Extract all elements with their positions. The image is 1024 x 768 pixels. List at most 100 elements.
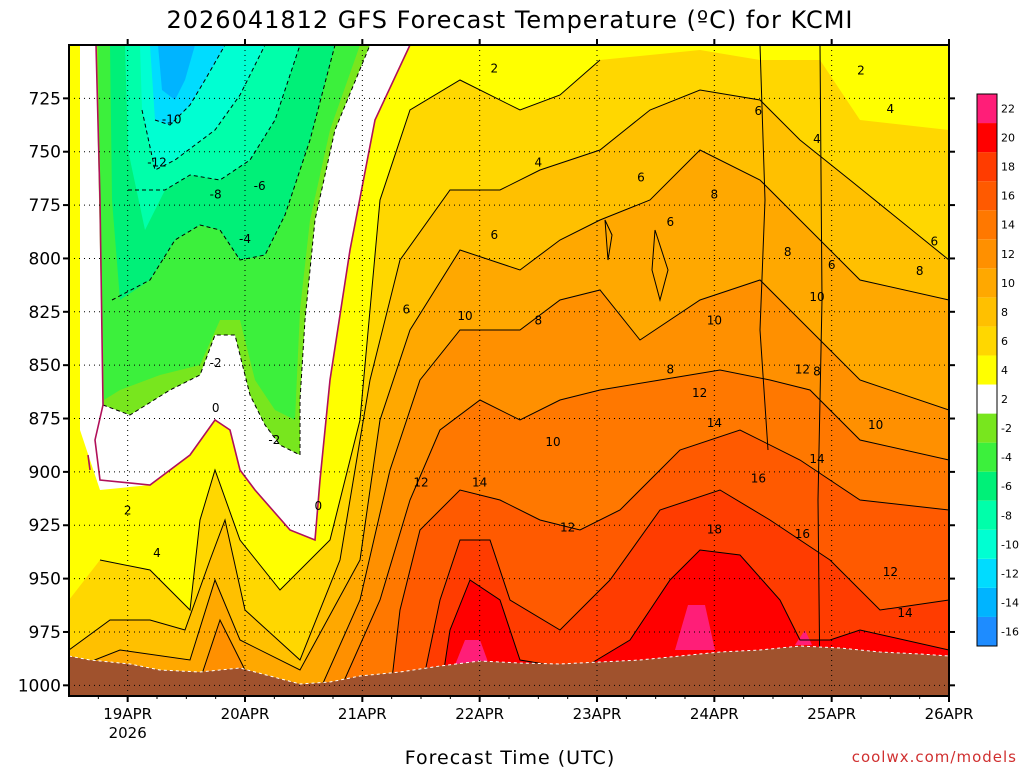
contour-label: 14 (809, 452, 824, 466)
contour-label: -4 (239, 232, 251, 246)
contour-label: 2 (491, 61, 499, 75)
contour-label: 12 (883, 565, 898, 579)
x-tick-label: 20APR (221, 705, 270, 723)
x-axis-label: Forecast Time (UTC) (405, 747, 615, 768)
colorbar-swatch (977, 413, 997, 443)
contour-label: 0 (212, 401, 220, 415)
contour-line (94, 45, 411, 542)
colorbar-swatch (977, 384, 997, 414)
contour-line (389, 429, 949, 696)
contour-label: 2 (857, 64, 865, 78)
colorbar-label: 6 (1001, 335, 1008, 348)
colorbar-swatch (977, 529, 997, 559)
contour-line (141, 45, 266, 171)
contour-labels: -10 -12 -8 -6 -4 -2 -2 0 0 2 4 2 4 6 6 6 8 6 4 2 4 8 6 6 8 6 10 8 10… (124, 61, 938, 619)
contour-label: 0 (315, 499, 323, 513)
colorbar-swatch (977, 471, 997, 501)
colorbar-label: 2 (1001, 393, 1008, 406)
contour-label: 8 (535, 313, 543, 327)
contour-line (69, 149, 949, 671)
contour-label: 16 (751, 471, 766, 485)
contour-label: 6 (667, 215, 675, 229)
y-tick-label: 925 (29, 516, 61, 536)
contour-label: 6 (828, 258, 836, 272)
contour-label: 4 (813, 132, 821, 146)
colorbar-swatch (977, 239, 997, 269)
contour-label: -12 (147, 155, 167, 169)
contour-line (439, 549, 949, 696)
plot-area: -10 -12 -8 -6 -4 -2 -2 0 0 2 4 2 4 6 6 6 8 6 4 2 4 8 6 6 8 6 10 8 10… (69, 45, 949, 696)
contour-label: 8 (916, 264, 924, 278)
contour-label: 4 (153, 546, 161, 560)
contour-line (651, 229, 669, 302)
contour-label: 12 (413, 476, 428, 490)
contour-label: 10 (868, 418, 883, 432)
contour-line (154, 45, 226, 126)
colorbar-swatch (977, 558, 997, 588)
contour-label: 10 (457, 309, 472, 323)
colorbar-label: -10 (1001, 538, 1019, 551)
colorbar-swatch (977, 442, 997, 472)
colorbar-label: -12 (1001, 567, 1019, 580)
colorbar-label: -2 (1001, 422, 1012, 435)
colorbar-swatch (977, 355, 997, 385)
colorbar-label: -6 (1001, 480, 1012, 493)
contour-line (99, 59, 601, 612)
contour-line (419, 489, 949, 696)
colorbar-swatch (977, 326, 997, 356)
y-tick-label: 975 (29, 623, 61, 643)
contour-label: 4 (535, 155, 543, 169)
contour-label: 10 (809, 290, 824, 304)
grid-lines (69, 45, 949, 696)
contour-label: 16 (795, 527, 810, 541)
contour-label: 8 (667, 362, 675, 376)
contour-label: 18 (707, 523, 722, 537)
contour-label: -8 (210, 187, 222, 201)
y-tick-label: 950 (29, 570, 61, 590)
colorbar-label: 14 (1001, 219, 1015, 232)
y-tick-label: 900 (29, 463, 61, 483)
colorbar-frame (976, 93, 998, 647)
contour-line (759, 45, 769, 451)
y-tick-label: 750 (29, 143, 61, 163)
contour-label: 8 (813, 365, 821, 379)
band-neg14 (158, 45, 195, 100)
contour-label: 12 (560, 520, 575, 534)
x-tick-label: 23APR (573, 705, 622, 723)
colorbar-swatch (977, 297, 997, 327)
x-tick-label: 21APR (338, 705, 387, 723)
colorbar: -16 -14 -12 -10 -8 -6 -4 -2 2 4 6 8 10 12 14 16 18 20 22 (976, 93, 1019, 647)
colorbar-swatch (977, 268, 997, 298)
y-tick-label: 875 (29, 410, 61, 430)
colorbar-label: -4 (1001, 451, 1012, 464)
colorbar-label: 10 (1001, 277, 1015, 290)
contour-line (111, 45, 336, 301)
colorbar-swatch (977, 587, 997, 617)
contour-label: -6 (254, 179, 266, 193)
contour-label: 8 (784, 245, 792, 259)
x-tick-label: 19APR (103, 705, 152, 723)
contour-label: 12 (795, 362, 810, 376)
y-tick-label: 825 (29, 303, 61, 323)
contour-label: 10 (545, 435, 560, 449)
contour-line (604, 219, 613, 261)
y-tick-label: 800 (29, 249, 61, 269)
contour-lines (69, 45, 949, 696)
contour-lines-dashed (102, 45, 371, 456)
x-tick-label: 26APR (925, 705, 974, 723)
contour-label: 10 (707, 313, 722, 327)
contour-line (339, 369, 949, 691)
colorbar-swatch (977, 152, 997, 182)
credit-link[interactable]: coolwx.com/models (852, 748, 1017, 766)
colorbar-label: 8 (1001, 306, 1008, 319)
x-tick-sublabel: 2026 (109, 724, 147, 742)
colorbar-label: 20 (1001, 132, 1015, 145)
contour-label: 12 (692, 386, 707, 400)
colorbar-swatch (977, 616, 997, 646)
y-tick-label: 1000 (18, 676, 61, 696)
colorbar-swatch (977, 94, 997, 124)
colorbar-label: 4 (1001, 364, 1008, 377)
